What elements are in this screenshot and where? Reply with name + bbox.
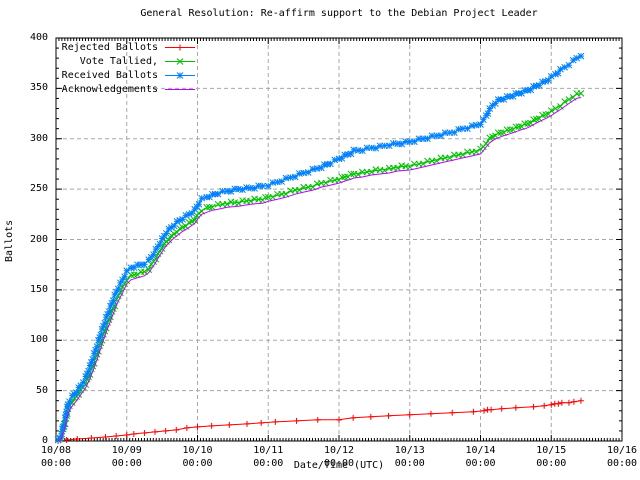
x-tick-label: 10/16 00:00 [606, 445, 638, 469]
x-tick-label: 10/13 00:00 [394, 445, 425, 469]
y-tick-label: 0 [41, 435, 48, 446]
x-tick-label: 10/11 00:00 [253, 445, 284, 469]
y-tick-label: 350 [29, 82, 48, 94]
legend-label: Received Ballots [61, 69, 158, 81]
x-tick-label: 10/15 00:00 [536, 445, 567, 469]
legend-sample-line [165, 71, 195, 79]
legend-label: Rejected Ballots [61, 41, 158, 53]
y-tick-label: 300 [29, 132, 48, 144]
y-tick-label: 150 [29, 283, 48, 295]
legend-item: Vote Tallied, [58, 54, 197, 68]
legend-item: Received Ballots [58, 68, 197, 82]
series-received-ballots [54, 52, 585, 444]
legend-sample-line [165, 57, 195, 65]
series-rejected-ballots [55, 397, 584, 444]
x-axis-title: Date/Time (UTC) [293, 460, 385, 471]
x-tick-label: 10/14 00:00 [465, 445, 496, 469]
series-acknowledgements [57, 96, 582, 442]
y-tick-label: 100 [29, 334, 48, 346]
legend-item: Acknowledgements [58, 82, 197, 96]
x-tick-label: 10/09 00:00 [111, 445, 142, 469]
legend-item: Rejected Ballots [58, 40, 197, 54]
legend-sample-line [165, 88, 195, 90]
y-tick-label: 250 [29, 183, 48, 195]
legend-label: Acknowledgements [61, 83, 158, 95]
y-tick-label: 200 [29, 233, 48, 245]
legend-label: Vote Tallied, [79, 55, 158, 67]
y-tick-label: 50 [35, 384, 48, 396]
legend-sample-line [165, 44, 195, 50]
y-tick-label: 400 [29, 32, 48, 43]
x-tick-label: 10/10 00:00 [182, 445, 213, 469]
x-tick-label: 10/08 00:00 [40, 445, 72, 469]
legend: Rejected Ballots Vote Tallied, Received Ba… [58, 40, 197, 96]
chart-title: General Resolution: Re-affirm support to… [140, 8, 538, 19]
x-tick-label: 10/12 00:00 [323, 445, 355, 469]
